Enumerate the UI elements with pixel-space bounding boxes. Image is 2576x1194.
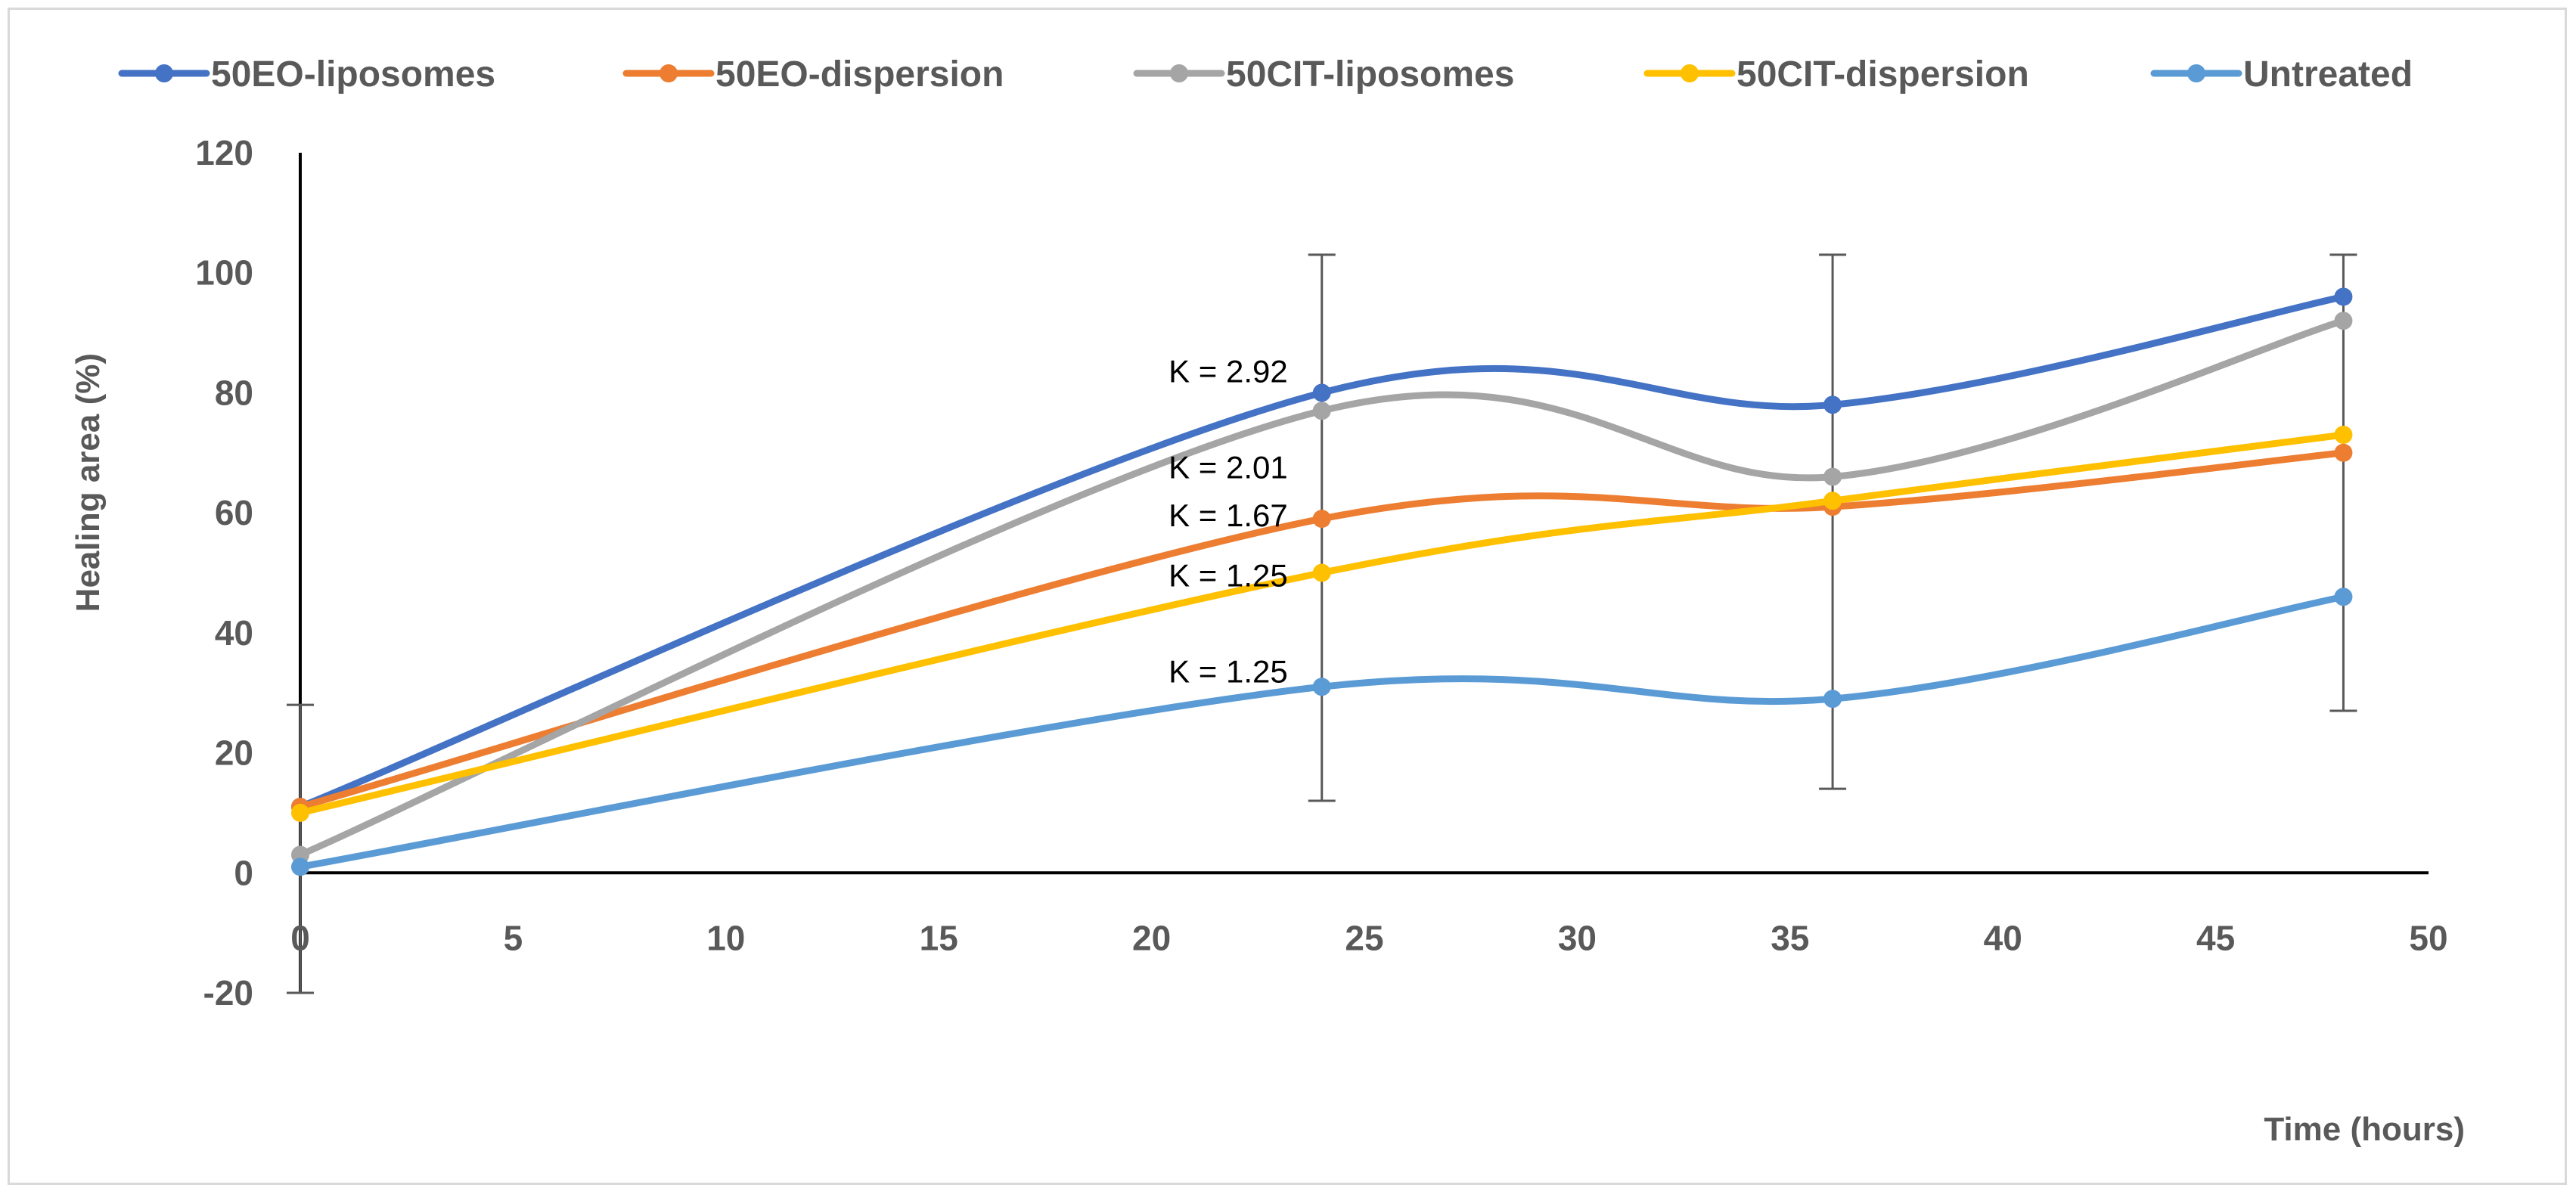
chart-frame: 50EO-liposomes 50EO-dispersion 50CIT-lipos… bbox=[8, 8, 2567, 1185]
x-tick-label: 35 bbox=[1771, 918, 1809, 957]
data-point bbox=[1823, 395, 1842, 414]
legend-swatch-marker bbox=[155, 64, 173, 82]
series-Untreated bbox=[291, 588, 2353, 876]
data-point bbox=[2334, 312, 2353, 330]
legend-label: Untreated bbox=[2243, 54, 2413, 95]
legend-item-50EO-dispersion: 50EO-dispersion bbox=[622, 54, 1004, 95]
data-point bbox=[1312, 510, 1331, 529]
y-tick-label: 0 bbox=[234, 853, 253, 892]
y-tick-label: 80 bbox=[215, 373, 253, 412]
x-tick-label: 40 bbox=[1984, 918, 2022, 957]
legend-label: 50CIT-liposomes bbox=[1226, 54, 1514, 95]
data-point bbox=[1312, 402, 1331, 420]
x-tick-label: 5 bbox=[504, 918, 523, 957]
y-axis-title: Healing area (%) bbox=[70, 353, 107, 612]
series-line bbox=[296, 317, 2347, 858]
data-point bbox=[1823, 492, 1842, 510]
data-point bbox=[2334, 287, 2353, 306]
legend-item-50EO-liposomes: 50EO-liposomes bbox=[118, 54, 495, 95]
data-point bbox=[1312, 678, 1331, 696]
y-tick-label: 40 bbox=[215, 613, 253, 653]
series-50CIT-liposomes bbox=[291, 312, 2353, 864]
x-tick-label: 20 bbox=[1132, 918, 1171, 957]
k-annotation: K = 1.67 bbox=[1169, 498, 1288, 533]
series-line bbox=[296, 593, 2347, 870]
data-point bbox=[291, 803, 309, 822]
legend-label: 50EO-liposomes bbox=[211, 54, 495, 95]
data-point bbox=[2334, 588, 2353, 606]
series-lines bbox=[291, 287, 2353, 876]
y-tick-label: 60 bbox=[215, 493, 253, 532]
healing-area-line-chart: 50EO-liposomes 50EO-dispersion 50CIT-lipos… bbox=[70, 54, 2465, 1148]
legend-item-50CIT-liposomes: 50CIT-liposomes bbox=[1133, 54, 1514, 95]
legend-swatch-marker bbox=[660, 64, 678, 82]
legend: 50EO-liposomes 50EO-dispersion 50CIT-lipos… bbox=[118, 54, 2413, 95]
legend-item-Untreated: Untreated bbox=[2150, 54, 2413, 95]
data-point bbox=[1823, 690, 1842, 709]
k-annotation: K = 2.01 bbox=[1169, 450, 1288, 485]
x-tick-label: 25 bbox=[1345, 918, 1383, 957]
k-annotation: K = 2.92 bbox=[1169, 354, 1288, 389]
series-line bbox=[296, 293, 2347, 811]
series-50CIT-dispersion bbox=[291, 425, 2353, 822]
x-axis-title: Time (hours) bbox=[2264, 1111, 2465, 1148]
k-annotation: K = 1.25 bbox=[1169, 653, 1288, 689]
legend-swatch-marker bbox=[2187, 64, 2205, 82]
x-tick-label: 50 bbox=[2409, 918, 2447, 957]
legend-swatch-marker bbox=[1170, 64, 1188, 82]
legend-label: 50EO-dispersion bbox=[715, 54, 1004, 95]
y-tick-label: 120 bbox=[195, 133, 253, 172]
data-point bbox=[2334, 443, 2353, 462]
y-tick-label: 20 bbox=[215, 733, 253, 773]
y-tick-labels: -20 0 20 40 60 80 100 120 bbox=[195, 133, 253, 1013]
legend-label: 50CIT-dispersion bbox=[1736, 54, 2029, 95]
legend-item-50CIT-dispersion: 50CIT-dispersion bbox=[1643, 54, 2029, 95]
data-point bbox=[1823, 467, 1842, 486]
data-point bbox=[1312, 383, 1331, 402]
legend-swatch-marker bbox=[1681, 64, 1699, 82]
x-tick-label: 15 bbox=[920, 918, 958, 957]
x-tick-labels: 0 5 10 15 20 25 30 35 40 45 50 bbox=[290, 918, 2447, 957]
data-point bbox=[1312, 563, 1331, 582]
x-tick-label: 45 bbox=[2196, 918, 2235, 957]
annotations: K = 2.92 K = 2.01 K = 1.67 K = 1.25 K = 1.25 bbox=[1169, 354, 1288, 690]
y-tick-label: 100 bbox=[195, 253, 253, 293]
x-tick-label: 10 bbox=[706, 918, 745, 957]
k-annotation: K = 1.25 bbox=[1169, 557, 1288, 593]
series-line bbox=[296, 449, 2347, 811]
data-point bbox=[291, 858, 309, 876]
x-tick-label: 30 bbox=[1558, 918, 1597, 957]
data-point bbox=[2334, 425, 2353, 444]
series-line bbox=[296, 431, 2347, 817]
axes bbox=[299, 153, 2429, 993]
y-tick-label: -20 bbox=[203, 973, 253, 1013]
